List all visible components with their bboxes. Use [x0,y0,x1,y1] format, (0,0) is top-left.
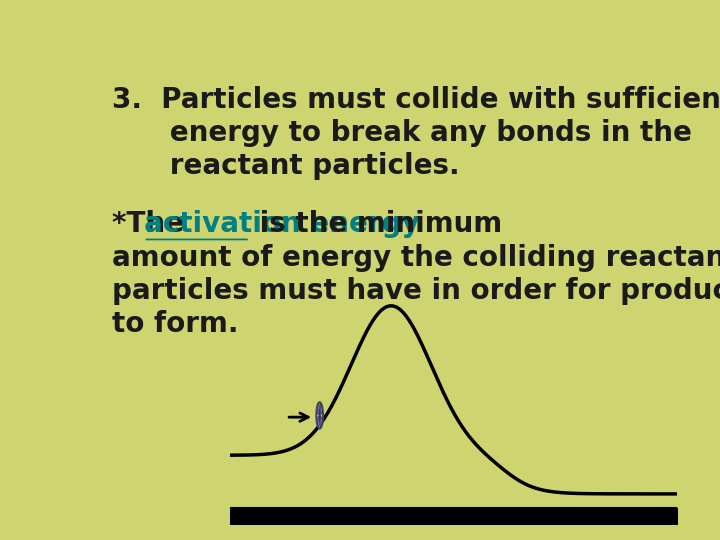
Text: particles must have in order for products: particles must have in order for product… [112,277,720,305]
Circle shape [316,402,323,429]
Text: 3.  Particles must collide with sufficient: 3. Particles must collide with sufficien… [112,85,720,113]
Text: is the minimum: is the minimum [250,210,502,238]
Text: activation energy: activation energy [143,210,419,238]
Text: energy to break any bonds in the: energy to break any bonds in the [112,119,692,147]
Text: *The: *The [112,210,194,238]
Text: amount of energy the colliding reactant: amount of energy the colliding reactant [112,244,720,272]
Text: reactant particles.: reactant particles. [112,152,460,180]
Text: to form.: to form. [112,310,239,338]
